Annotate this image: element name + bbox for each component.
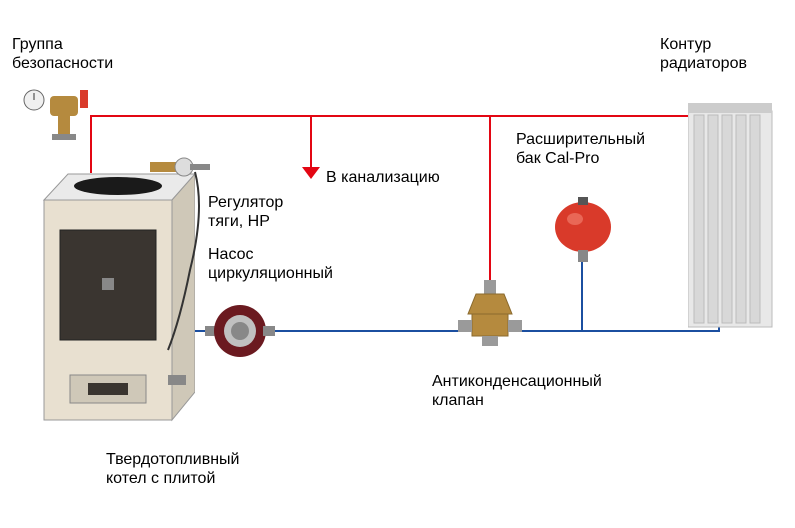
safety-group <box>22 88 100 148</box>
expansion-tank <box>552 195 614 270</box>
label-radiator-circuit: Контур радиаторов <box>660 35 747 73</box>
radiator <box>688 103 774 340</box>
anti-condensation-valve <box>458 280 523 355</box>
label-anticond-valve: Антиконденсационный клапан <box>432 372 602 410</box>
bypass-pipe <box>489 115 491 295</box>
label-to-sewer: В канализацию <box>326 168 440 187</box>
label-boiler: Твердотопливный котел с плитой <box>106 450 239 488</box>
label-expansion-tank: Расширительный бак Cal-Pro <box>516 130 645 168</box>
label-draft-regulator: Регулятор тяги, НР <box>208 193 283 231</box>
label-safety-group: Группа безопасности <box>12 35 113 73</box>
supply-pipe-horizontal <box>90 115 720 117</box>
circulation-pump <box>205 300 275 370</box>
label-circ-pump: Насос циркуляционный <box>208 245 333 283</box>
drain-arrow-icon <box>302 167 320 179</box>
drain-pipe-v <box>310 115 312 170</box>
